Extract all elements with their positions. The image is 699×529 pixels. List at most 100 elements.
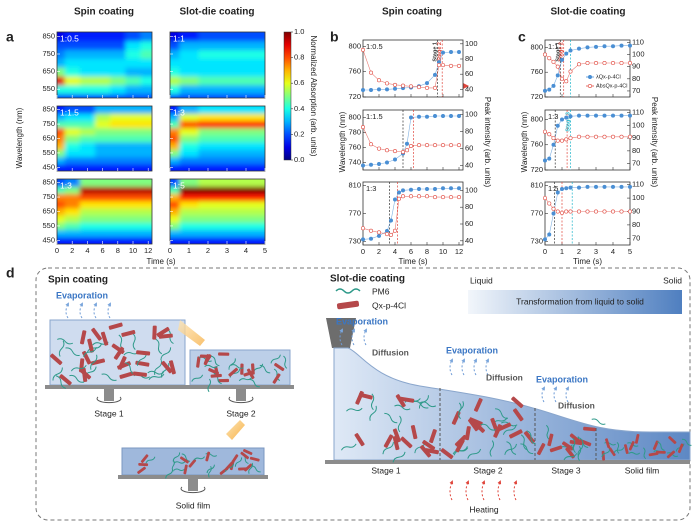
data-point [564, 51, 569, 56]
heatmap-cell [179, 163, 199, 171]
y-tick-label: 850 [42, 178, 55, 187]
heatmap-cell [140, 156, 152, 165]
pm6-chain [577, 445, 582, 461]
data-point [585, 61, 590, 66]
data-point [610, 209, 615, 214]
qx-crystal [240, 451, 250, 460]
data-point [627, 209, 632, 214]
qx-crystal [655, 450, 666, 454]
pm6-chain [101, 373, 117, 381]
pm6-chain [628, 451, 641, 455]
heatmap-cell [57, 207, 66, 216]
qx-crystal [218, 352, 230, 356]
panel-title: Spin coating [382, 7, 442, 18]
qx-crystal [100, 331, 109, 346]
pm6-chain [371, 393, 375, 411]
heatmap-cell [64, 222, 81, 231]
heatmap-cell [198, 215, 218, 223]
heatmap-cell [140, 76, 152, 86]
data-point [619, 184, 624, 189]
heatmap-cell [110, 222, 126, 231]
heatmap-cell [170, 207, 180, 216]
data-point [432, 114, 437, 119]
qx-crystal [358, 392, 373, 400]
qx-crystal [274, 362, 285, 372]
heatmap-cell [140, 127, 152, 136]
heatmap-cell [110, 49, 126, 59]
heatmap-cells [57, 179, 152, 244]
heatmap-cell [198, 179, 218, 187]
heatmap-cell [125, 149, 142, 158]
heatmap-cell [140, 200, 152, 209]
heatmap-cell [110, 149, 126, 158]
heatmap-cell [217, 127, 237, 136]
heatmap-cell [57, 32, 66, 42]
y-tick-label: 450 [42, 235, 55, 244]
heatmap [57, 32, 152, 98]
heatmap-cell [110, 106, 126, 114]
data-point [576, 113, 581, 118]
heatmap-cell [79, 215, 96, 223]
plot-frame [56, 31, 153, 99]
heatmap-cell [217, 106, 237, 114]
data-point [432, 85, 437, 90]
stage-label: Stage 1 [432, 42, 438, 62]
heatmap-cell [255, 149, 265, 158]
qx-crystal [569, 433, 581, 444]
stage-label: Stage 1 [94, 408, 124, 418]
heatmap-cell [217, 134, 237, 143]
qx-crystal [79, 330, 87, 345]
heatmap-cell [198, 120, 218, 129]
x-tick-label: 0 [543, 247, 547, 256]
data-point [564, 137, 569, 142]
heatmap-cell [170, 215, 180, 223]
y-tick-label: 760 [348, 142, 361, 151]
heatmap-cell [57, 76, 66, 86]
heatmap-cell [217, 149, 237, 158]
pm6-chain [52, 367, 63, 381]
data-point [408, 84, 413, 89]
qx-crystal [138, 462, 149, 467]
heatmap-cell [236, 179, 256, 187]
data-point [432, 187, 437, 192]
heatmap-cell [79, 49, 96, 59]
qx-crystal [238, 467, 248, 471]
panel-label: 1:5 [548, 184, 558, 193]
y2-tick-label: 90 [632, 62, 640, 71]
data-point [368, 162, 373, 167]
heatmap-cell [64, 215, 81, 223]
heatmap-cell [110, 134, 126, 143]
data-point [396, 196, 401, 201]
qx-crystal [583, 426, 596, 432]
heatmap-cell [125, 58, 142, 68]
spin-substrates [45, 385, 294, 491]
data-point [547, 156, 552, 161]
colorbar [283, 31, 292, 161]
pm6-chain [208, 465, 212, 478]
heatmap-cell [255, 127, 265, 136]
data-point [368, 236, 373, 241]
heatmap-cell [110, 40, 126, 51]
heatmap-cell [198, 49, 218, 59]
heatmap-cell [125, 127, 142, 136]
x-tick-label: 0 [361, 247, 365, 256]
heatmap-cell [57, 40, 66, 51]
heatmap-cell [217, 207, 237, 216]
data-point [568, 185, 573, 190]
data-point [436, 63, 441, 68]
heatmap-cell [64, 193, 81, 202]
heatmap-cell [57, 120, 66, 129]
y2-axis-label: Peak intensity (arb. units) [483, 97, 492, 188]
data-point [602, 44, 607, 49]
pm6-chain [489, 440, 495, 457]
pm6-chain [341, 443, 357, 451]
x-tick-label: 6 [101, 246, 105, 255]
legend-marker [587, 75, 592, 80]
data-point [559, 138, 564, 143]
heatmap-cell [217, 229, 237, 238]
pm6-icon [335, 288, 361, 294]
heatmap-cell [217, 222, 237, 231]
data-point [384, 160, 389, 165]
heatmap-cell [236, 127, 256, 136]
